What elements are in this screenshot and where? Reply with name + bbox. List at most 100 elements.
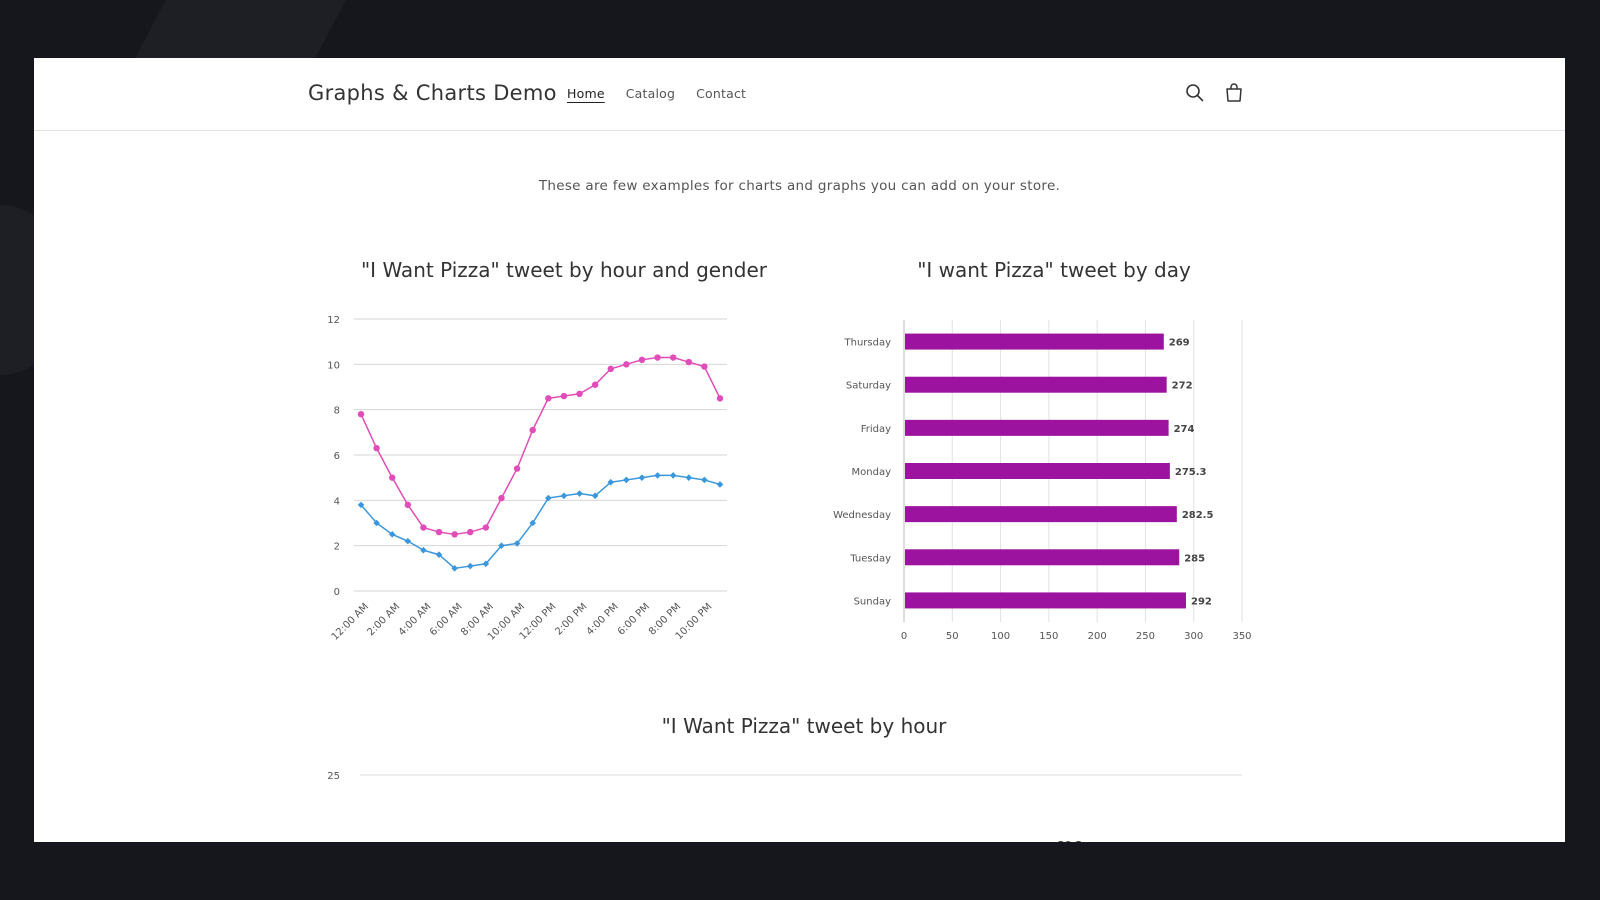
category-label: Tuesday (849, 553, 891, 564)
data-point (451, 565, 458, 572)
data-point (545, 494, 552, 502)
category-label: Sunday (854, 596, 891, 607)
data-point (576, 490, 583, 497)
site-header: Graphs & Charts Demo Home Catalog Contac… (34, 58, 1565, 131)
search-icon[interactable] (1183, 81, 1207, 105)
x-tick-label: 12:00 AM (330, 601, 371, 642)
bar (905, 549, 1180, 566)
data-point (638, 474, 646, 481)
data-point (404, 537, 412, 545)
bar (905, 592, 1186, 609)
x-tick-label: 4:00 AM (397, 601, 434, 638)
data-point (357, 501, 365, 509)
data-point (716, 481, 724, 488)
chart-title-hour: "I Want Pizza" tweet by hour (661, 714, 947, 738)
x-tick-label: 150 (1039, 631, 1058, 642)
y-tick-label: 0 (334, 587, 340, 598)
data-point (654, 354, 661, 361)
store-logo-text[interactable]: Graphs & Charts Demo (308, 81, 557, 105)
x-tick-label: 200 (1088, 631, 1107, 642)
data-point (513, 540, 521, 547)
data-label: 274 (1174, 424, 1195, 435)
data-point (373, 445, 380, 452)
data-point (623, 476, 630, 484)
category-label: Thursday (844, 338, 892, 349)
data-label: 272 (1172, 381, 1193, 392)
category-label: Wednesday (833, 510, 891, 521)
data-point (623, 361, 630, 368)
data-point (388, 531, 396, 538)
data-label: 275.3 (1175, 467, 1207, 478)
data-point (435, 551, 443, 559)
chart-title-day: "I want Pizza" tweet by day (917, 258, 1191, 282)
bar (905, 463, 1170, 479)
data-point (435, 528, 443, 536)
data-point (685, 474, 693, 481)
x-tick-label: 350 (1232, 631, 1251, 642)
x-tick-label: 4:00 PM (585, 601, 621, 637)
y-tick-label: 25 (327, 771, 340, 782)
data-point (467, 528, 474, 536)
data-point (420, 524, 427, 531)
bar (905, 506, 1177, 523)
y-tick-label: 8 (334, 406, 340, 417)
data-point (716, 395, 724, 402)
x-tick-label: 6:00 AM (428, 601, 465, 638)
x-tick-label: 2:00 PM (553, 601, 589, 637)
data-label: 20.2 (1058, 840, 1083, 842)
data-point (701, 476, 708, 484)
bar (905, 333, 1164, 350)
data-point (685, 358, 692, 366)
series-line-blue (360, 474, 721, 570)
data-point (638, 356, 646, 363)
data-point (654, 472, 661, 479)
nav-home[interactable]: Home (567, 86, 605, 101)
bar (905, 419, 1169, 436)
y-tick-label: 10 (327, 360, 340, 371)
x-tick-label: 250 (1136, 631, 1155, 642)
x-tick-label: 0 (901, 631, 907, 642)
data-point (576, 390, 583, 397)
y-tick-label: 4 (334, 496, 340, 507)
data-point (591, 381, 599, 388)
data-point (420, 546, 427, 554)
chart-title-hour-gender: "I Want Pizza" tweet by hour and gender (360, 258, 767, 282)
store-page: Graphs & Charts Demo Home Catalog Contac… (34, 58, 1565, 842)
data-point (701, 363, 708, 370)
data-point (498, 542, 505, 549)
data-point (591, 492, 599, 500)
data-point (560, 392, 568, 400)
data-point (607, 365, 614, 373)
y-tick-label: 12 (327, 315, 340, 326)
data-point (669, 354, 677, 361)
category-label: Monday (852, 467, 892, 478)
cart-icon[interactable] (1222, 81, 1246, 105)
data-point (545, 395, 552, 402)
x-tick-label: 100 (991, 631, 1010, 642)
intro-text: These are few examples for charts and gr… (538, 178, 1061, 194)
main-nav: Home Catalog Contact (567, 86, 746, 101)
data-point (451, 531, 458, 538)
data-label: 269 (1169, 338, 1190, 349)
data-point (466, 562, 474, 570)
x-tick-label: 300 (1184, 631, 1203, 642)
data-label: 292 (1191, 596, 1212, 607)
data-point (607, 478, 615, 486)
data-point (529, 426, 536, 434)
data-point (389, 474, 396, 481)
category-label: Saturday (846, 381, 891, 392)
bar (905, 376, 1167, 393)
x-tick-label: 50 (946, 631, 959, 642)
data-point (669, 472, 677, 479)
data-label: 282.5 (1182, 510, 1214, 521)
data-point (498, 494, 505, 502)
x-tick-label: 6:00 PM (616, 601, 652, 637)
nav-contact[interactable]: Contact (696, 86, 747, 101)
data-point (560, 492, 568, 500)
y-tick-label: 2 (334, 542, 340, 553)
data-point (482, 560, 490, 568)
nav-catalog[interactable]: Catalog (625, 86, 676, 101)
data-point (357, 411, 365, 418)
data-point (513, 465, 521, 472)
